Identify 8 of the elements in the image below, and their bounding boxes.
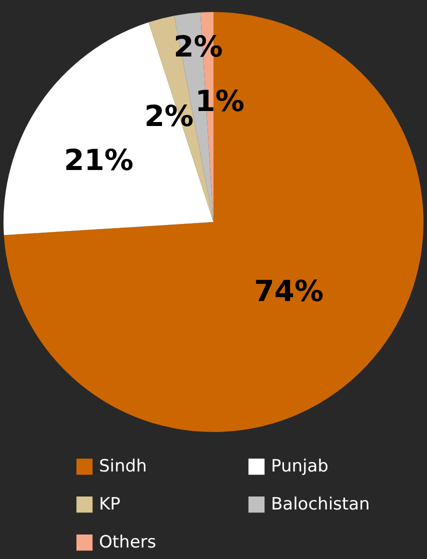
data-label: 2% (144, 99, 194, 134)
data-label: 21% (64, 142, 134, 177)
legend-label: KP (99, 494, 120, 514)
legend-label: Balochistan (271, 494, 370, 514)
legend-label: Sindh (99, 456, 147, 477)
legend-label: Others (99, 532, 156, 552)
data-label: 74% (254, 274, 324, 308)
legend-label: Punjab (271, 456, 328, 477)
